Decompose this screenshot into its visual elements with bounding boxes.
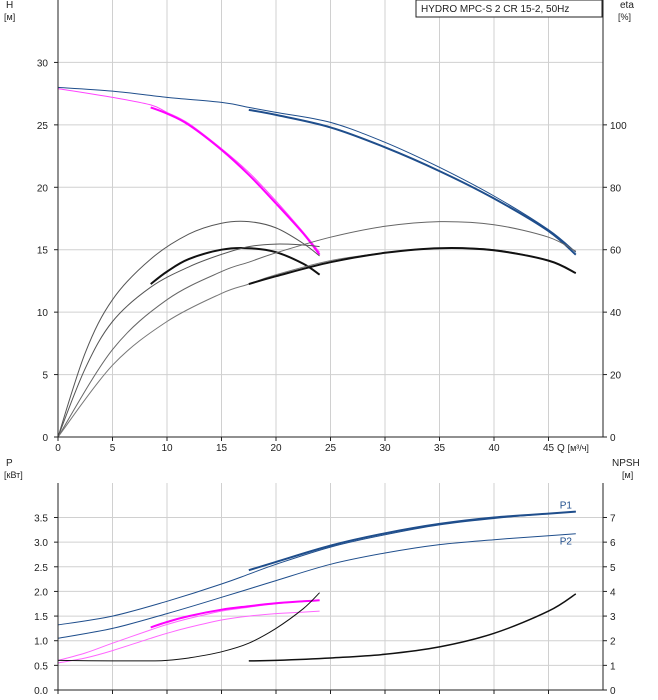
series-line-0-9 xyxy=(248,247,577,286)
y2-tick-label: 60 xyxy=(610,246,622,257)
y-tick-label: 10 xyxy=(37,308,49,319)
x-tick-label: 35 xyxy=(434,443,446,454)
top-y-unit: [м] xyxy=(4,12,15,22)
y-tick-label: 20 xyxy=(37,183,49,194)
bottom-tick-labels: 0.0 0.5 1.0 1.5 2.0 2.5 3.0 3.5 0 1 2 3 4 5 6 7 xyxy=(34,514,616,698)
y2-tick-label: 7 xyxy=(610,514,616,525)
x-tick-label: 5 xyxy=(110,443,116,454)
y2-tick-label: 5 xyxy=(610,563,616,574)
top-y2-unit: [%] xyxy=(618,12,631,22)
title-box xyxy=(415,0,603,18)
x-axis-name: Q xyxy=(557,443,565,454)
y2-tick-label: 80 xyxy=(610,183,622,194)
y2-tick-label: 6 xyxy=(610,538,616,549)
chart-title: HYDRO MPC-S 2 CR 15-2, 50Hz xyxy=(421,4,569,15)
y2-tick-label: 40 xyxy=(610,308,622,319)
x-axis-unit: [м³/ч] xyxy=(568,443,589,453)
top-y-label: H xyxy=(6,0,13,11)
x-tick-label: 45 xyxy=(543,443,555,454)
bottom-y-unit: [кВт] xyxy=(4,470,23,480)
y-tick-label: 3.0 xyxy=(34,538,48,549)
y-tick-label: 15 xyxy=(37,246,49,257)
series-line-1-7 xyxy=(248,593,577,662)
y-tick-label: 25 xyxy=(37,121,49,132)
series-line-0-1 xyxy=(248,108,577,256)
x-tick-label: 20 xyxy=(270,443,282,454)
y-tick-label: 5 xyxy=(42,371,48,382)
y-tick-label: 30 xyxy=(37,58,49,69)
y-tick-label: 3.5 xyxy=(34,514,48,525)
x-tick-label: 15 xyxy=(216,443,228,454)
series-line-1-5 xyxy=(57,610,320,664)
y2-tick-label: 1 xyxy=(610,661,616,672)
y-tick-label: 1.5 xyxy=(34,612,48,623)
x-tick-label: 30 xyxy=(379,443,391,454)
series-line-0-7 xyxy=(57,221,577,438)
y2-tick-label: 2 xyxy=(610,637,616,648)
series-label-p2: P2 xyxy=(560,537,573,548)
top-y2-label: eta xyxy=(620,0,634,11)
series-label-p1: P1 xyxy=(560,501,573,512)
bottom-y-label: P xyxy=(6,458,13,469)
y2-tick-label: 3 xyxy=(610,612,616,623)
series-line-1-1 xyxy=(248,510,576,572)
series-line-1-4 xyxy=(150,599,320,629)
y2-tick-label: 4 xyxy=(610,587,616,598)
x-tick-label: 40 xyxy=(488,443,500,454)
top-grid xyxy=(54,0,607,441)
x-axis-label: Q [м³/ч] xyxy=(557,443,589,454)
top-chart: 0 5 10 15 20 25 30 35 40 45 0 5 10 15 20 25 30 0 20 40 60 80 1… xyxy=(4,0,634,454)
bottom-y2-unit: [м] xyxy=(622,470,633,480)
y-tick-label: 2.0 xyxy=(34,587,48,598)
x-tick-label: 10 xyxy=(161,443,173,454)
series-line-0-5 xyxy=(150,246,321,285)
series-line-1-6 xyxy=(57,592,320,662)
y2-tick-label: 20 xyxy=(610,371,622,382)
x-tick-label: 25 xyxy=(325,443,337,454)
series-line-0-6 xyxy=(57,243,320,438)
series-line-1-2 xyxy=(57,533,576,639)
bottom-series: P1 P2 xyxy=(57,501,577,664)
y2-tick-label: 0 xyxy=(610,686,616,697)
x-tick-label: 0 xyxy=(55,443,61,454)
y-tick-label: 0.0 xyxy=(34,686,48,697)
y2-tick-label: 0 xyxy=(610,433,616,444)
bottom-grid xyxy=(54,483,607,694)
series-line-0-4 xyxy=(57,220,320,438)
y2-tick-label: 100 xyxy=(610,121,627,132)
series-line-0-0 xyxy=(57,86,577,253)
y-tick-label: 2.5 xyxy=(34,563,48,574)
y-tick-label: 0.5 xyxy=(34,661,48,672)
y-tick-label: 1.0 xyxy=(34,637,48,648)
y-tick-label: 0 xyxy=(42,433,48,444)
bottom-y2-label: NPSH xyxy=(612,458,640,469)
top-series xyxy=(57,86,577,438)
series-line-0-3 xyxy=(150,106,321,256)
top-tick-labels: 0 5 10 15 20 25 30 35 40 45 0 5 10 15 20 25 30 0 20 40 60 80 1… xyxy=(37,58,627,454)
